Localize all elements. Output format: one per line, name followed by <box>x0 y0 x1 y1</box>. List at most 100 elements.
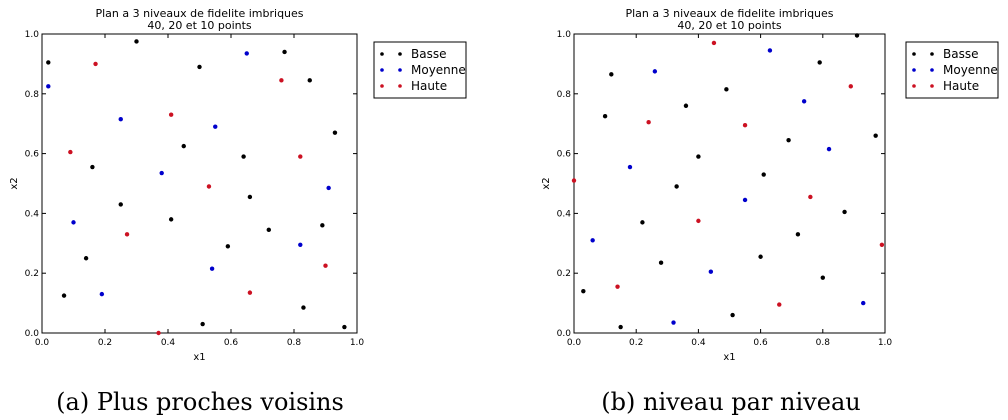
legend-label: Haute <box>411 79 447 93</box>
legend-label: Haute <box>943 79 979 93</box>
data-point <box>168 217 174 222</box>
legend-marker <box>930 84 934 88</box>
series-moyenne <box>46 51 331 297</box>
data-point <box>674 184 679 189</box>
data-point <box>159 170 164 176</box>
y-tick-label: 0.4 <box>557 209 572 219</box>
data-point <box>742 122 748 128</box>
y-tick-label: 0.2 <box>557 269 571 279</box>
legend: Basse Moyenne Haute <box>905 41 999 99</box>
x-axis-label: x1 <box>193 352 205 363</box>
legend-marker <box>912 68 916 72</box>
data-point <box>854 33 860 38</box>
x-tick-label: 1.0 <box>350 338 365 348</box>
x-tick-label: 0.6 <box>224 338 239 348</box>
x-tick-label: 0.4 <box>691 338 706 348</box>
y-tick-label: 1.0 <box>25 30 40 40</box>
series-basse <box>581 33 878 330</box>
data-point <box>627 164 633 170</box>
x-tick-label: 0.2 <box>629 338 643 348</box>
x-tick-label: 0.8 <box>287 338 302 348</box>
data-point <box>696 154 701 159</box>
chart-title: Plan a 3 niveaux de fidelite imbriques <box>625 7 833 20</box>
legend-label: Moyenne <box>411 63 466 77</box>
x-tick-label: 0.4 <box>161 338 176 348</box>
plot-frame <box>573 33 886 334</box>
data-point <box>206 184 212 189</box>
data-point <box>168 112 174 117</box>
data-point <box>671 320 676 325</box>
data-point <box>71 220 76 225</box>
data-point <box>590 238 595 243</box>
data-point <box>266 227 271 233</box>
legend-marker <box>398 52 402 56</box>
x-tick-label: 0.2 <box>98 338 112 348</box>
data-point <box>46 84 51 89</box>
data-point <box>90 164 95 170</box>
data-point <box>873 133 878 138</box>
legend-label: Moyenne <box>943 63 998 77</box>
legend-label: Basse <box>943 47 978 61</box>
y-tick-label: 0.6 <box>557 150 572 160</box>
y-tick-label: 0.8 <box>25 90 40 100</box>
data-point <box>801 99 807 104</box>
chart-panel-1: Plan a 3 niveaux de fidelite imbriques40… <box>541 7 999 363</box>
data-point <box>241 154 246 159</box>
data-point <box>609 72 614 77</box>
figure-caption: (b) niveau par niveau <box>601 388 860 416</box>
y-axis-label: x2 <box>541 177 552 189</box>
data-point <box>767 48 773 53</box>
figure-caption: (a) Plus proches voisins <box>56 388 344 416</box>
x-tick-label: 1.0 <box>878 338 893 348</box>
chart-subtitle: 40, 20 et 10 points <box>147 19 252 32</box>
y-tick-label: 0.0 <box>557 329 572 339</box>
series-moyenne <box>590 48 866 325</box>
y-tick-label: 0.4 <box>25 209 40 219</box>
legend-marker <box>930 52 934 56</box>
x-tick-label: 0.8 <box>816 338 831 348</box>
y-tick-label: 1.0 <box>557 30 572 40</box>
data-point <box>777 302 782 307</box>
legend: Basse Moyenne Haute <box>373 41 467 99</box>
data-point <box>332 130 338 135</box>
data-point <box>118 117 123 122</box>
data-point <box>181 143 186 149</box>
x-tick-label: 0.0 <box>35 338 50 348</box>
data-point <box>124 232 130 237</box>
data-point <box>156 330 161 336</box>
data-point <box>652 69 658 74</box>
data-point <box>209 266 215 271</box>
data-point <box>46 60 51 65</box>
series-haute <box>571 40 885 307</box>
chart-title: Plan a 3 niveaux de fidelite imbriques <box>95 7 303 20</box>
data-point <box>615 284 620 289</box>
data-point <box>571 178 577 183</box>
legend-marker <box>912 52 916 56</box>
data-point <box>68 149 73 155</box>
data-point <box>826 146 832 152</box>
data-point <box>93 61 98 67</box>
data-point <box>61 293 67 298</box>
data-point <box>696 218 701 224</box>
chart-subtitle: 40, 20 et 10 points <box>677 19 782 32</box>
data-point <box>602 114 608 119</box>
data-point <box>118 202 123 207</box>
data-point <box>708 269 714 274</box>
data-point <box>298 154 303 159</box>
legend-marker <box>930 68 934 72</box>
data-point <box>213 124 218 129</box>
data-point <box>861 300 866 306</box>
legend-marker <box>380 52 384 56</box>
data-point <box>244 51 249 56</box>
y-tick-label: 0.6 <box>25 150 40 160</box>
data-point <box>618 324 623 330</box>
data-point <box>848 84 853 89</box>
data-point <box>298 242 303 247</box>
data-point <box>761 172 766 177</box>
data-point <box>646 120 651 125</box>
legend-marker <box>398 84 402 88</box>
data-point <box>320 223 325 228</box>
y-tick-label: 0.2 <box>25 269 39 279</box>
data-point <box>99 291 105 297</box>
